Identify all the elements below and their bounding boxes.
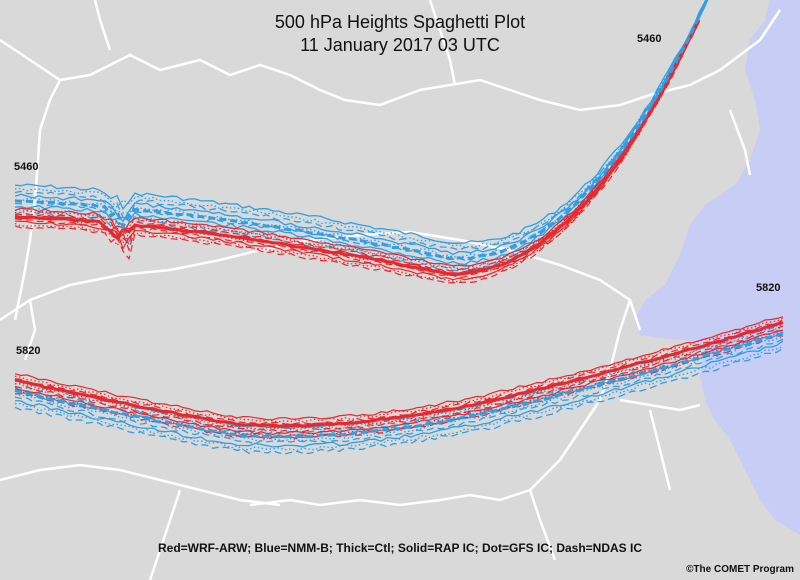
contour-member-line (14, 331, 784, 439)
contour-member-line (14, 347, 784, 455)
contour-member-line (14, 318, 784, 425)
contour-member-line (14, 0, 707, 251)
contour-lines (14, 0, 784, 455)
contour-member-line (14, 19, 701, 277)
credit: ©The COMET Program (686, 564, 794, 575)
legend: Red=WRF-ARW; Blue=NMM-B; Thick=Ctl; Soli… (157, 541, 643, 555)
contour-member-line (14, 21, 700, 284)
chart-subtitle: 11 January 2017 03 UTC (300, 35, 500, 55)
contour-label-5460-east: 5460 (637, 33, 662, 45)
contour-member-line (14, 321, 784, 428)
contour-member-line (14, 325, 784, 433)
contour-member-line (14, 19, 700, 272)
contour-member-line (14, 18, 700, 270)
contour-label-5460-west: 5460 (14, 161, 39, 173)
contour-member-line (14, 345, 784, 452)
contour-member-line (14, 18, 700, 267)
contour-member-line (14, 0, 709, 272)
water-body (635, 0, 800, 535)
contour-member-line (14, 0, 708, 248)
contour-member-line (14, 0, 707, 244)
contour-label-5820-east: 5820 (756, 282, 781, 294)
contour-member-line (14, 3, 707, 261)
contour-member-line (14, 317, 784, 423)
contour-label-5820-west: 5820 (16, 345, 41, 357)
chart-title: 500 hPa Heights Spaghetti Plot (274, 12, 526, 32)
contour-member-line (14, 329, 784, 436)
contour-member-line (14, 338, 784, 445)
